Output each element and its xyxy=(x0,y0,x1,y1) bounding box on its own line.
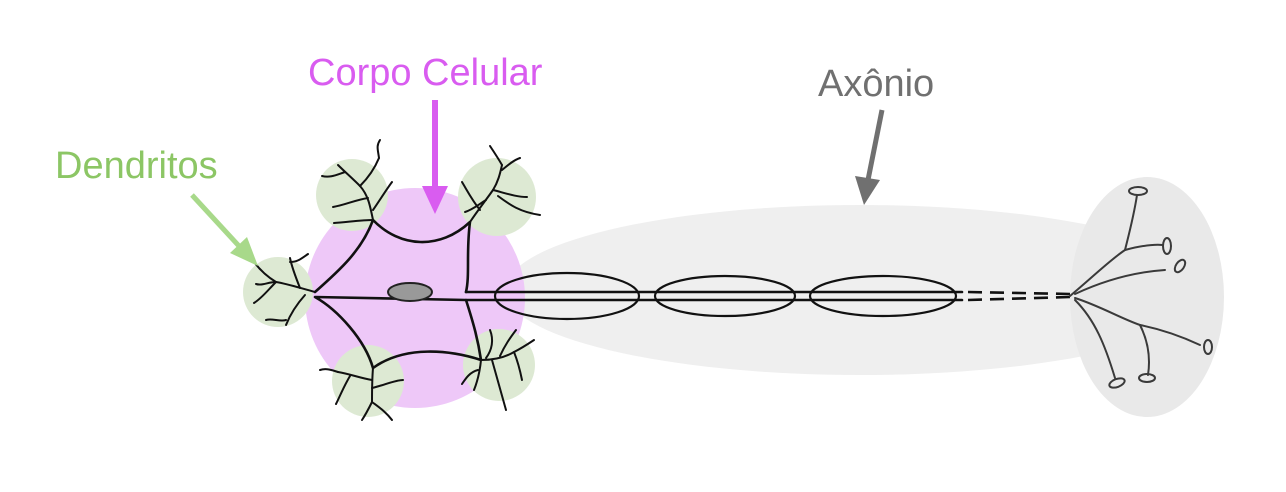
soma-outline xyxy=(313,218,483,370)
dendrite-bottom-left xyxy=(319,367,404,421)
axon-label: Axônio xyxy=(818,63,934,105)
myelin-sheath-1 xyxy=(493,271,641,321)
dendrite-highlight-top-left xyxy=(316,159,388,231)
dendrite-left xyxy=(253,253,316,326)
axon-arrow xyxy=(855,109,885,205)
dendrite-top-right xyxy=(461,145,541,223)
nucleus xyxy=(387,282,433,302)
axon-highlight xyxy=(505,205,1215,375)
axon-terminals xyxy=(1069,186,1213,389)
dendrites-arrow xyxy=(190,193,258,266)
cell-body-label: Corpo Celular xyxy=(308,52,543,94)
dendrite-highlight-left xyxy=(243,257,313,327)
axon-dashed-bottom xyxy=(967,295,1071,302)
dendrites-label: Dendritos xyxy=(55,145,218,187)
dendrite-top-left xyxy=(321,139,393,224)
axon-dashed-top xyxy=(967,290,1071,296)
dendrite-highlight-top-right xyxy=(458,158,536,236)
dendrite-bottom-right xyxy=(461,329,535,411)
dendrite-highlight-bottom-left xyxy=(332,345,404,417)
cell-body-arrow xyxy=(422,100,448,214)
myelin-sheath-2 xyxy=(653,274,797,318)
myelin-sheath-3 xyxy=(808,274,958,318)
dendrite-highlight-bottom-right xyxy=(463,329,535,401)
